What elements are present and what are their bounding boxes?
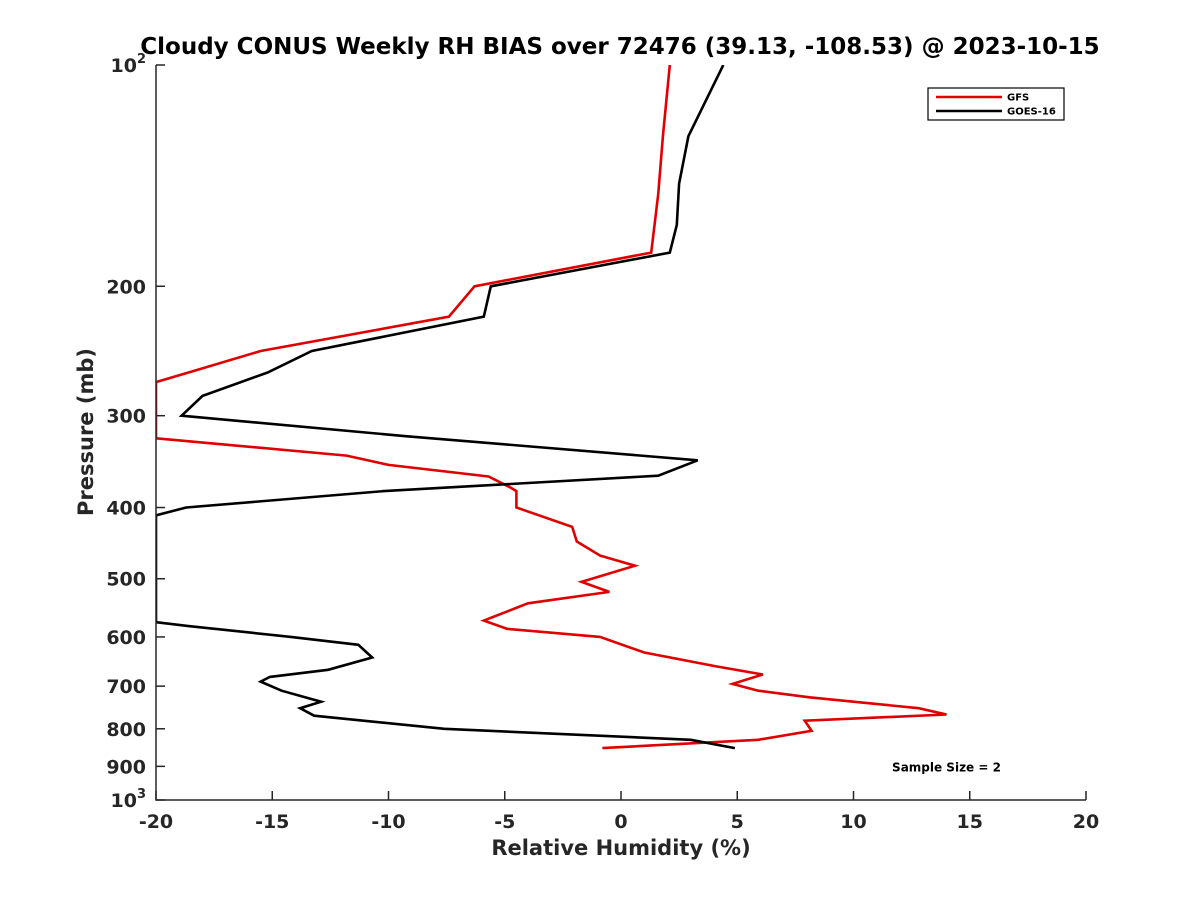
y-tick-label: 500	[106, 569, 146, 591]
legend-label-goes-16: GOES-16	[1007, 107, 1056, 118]
x-tick-label: -15	[255, 811, 289, 833]
y-tick-label: 800	[106, 719, 146, 741]
x-tick-label: 15	[957, 811, 983, 833]
series-line-gfs	[156, 65, 947, 750]
series-layer	[156, 65, 947, 750]
legend-box	[927, 87, 1065, 121]
plot-area: -20 -15 -10 -5 0 5 10 15 20 102 200 300 400 500 600 70…	[106, 52, 1099, 833]
y-tick-label: 600	[106, 627, 146, 649]
sample-size-annotation: Sample Size = 2	[892, 760, 1001, 774]
series-line-goes-16	[156, 65, 736, 750]
legend-entries: GFS GOES-16	[936, 93, 1056, 118]
x-tick-label: -10	[371, 811, 405, 833]
x-tick-label: -5	[494, 811, 515, 833]
y-tick-label: 300	[106, 406, 146, 428]
x-tick-label: -20	[139, 811, 173, 833]
axes-frame	[155, 65, 1086, 801]
legend: GFS GOES-16	[927, 87, 1065, 121]
y-tick-label: 400	[106, 498, 146, 520]
x-tick-label: 20	[1073, 811, 1099, 833]
y-axis-label: Pressure (mb)	[74, 348, 98, 516]
x-tick-label: 5	[731, 811, 744, 833]
annotations: Sample Size = 2	[892, 760, 1001, 774]
y-axis-ticks: 102 200 300 400 500 600 700 800 900 103	[106, 52, 165, 812]
y-tick-label: 700	[106, 676, 146, 698]
y-tick-label: 200	[106, 276, 146, 298]
x-axis-label: Relative Humidity (%)	[491, 836, 750, 860]
x-axis-ticks: -20 -15 -10 -5 0 5 10 15 20	[139, 791, 1099, 833]
y-tick-label: 103	[111, 787, 147, 812]
y-tick-label: 102	[111, 52, 147, 77]
legend-label-gfs: GFS	[1007, 93, 1029, 104]
chart-title: Cloudy CONUS Weekly RH BIAS over 72476 (…	[140, 34, 1099, 60]
y-tick-label: 900	[106, 756, 146, 778]
x-tick-label: 10	[840, 811, 866, 833]
x-tick-label: 0	[614, 811, 627, 833]
